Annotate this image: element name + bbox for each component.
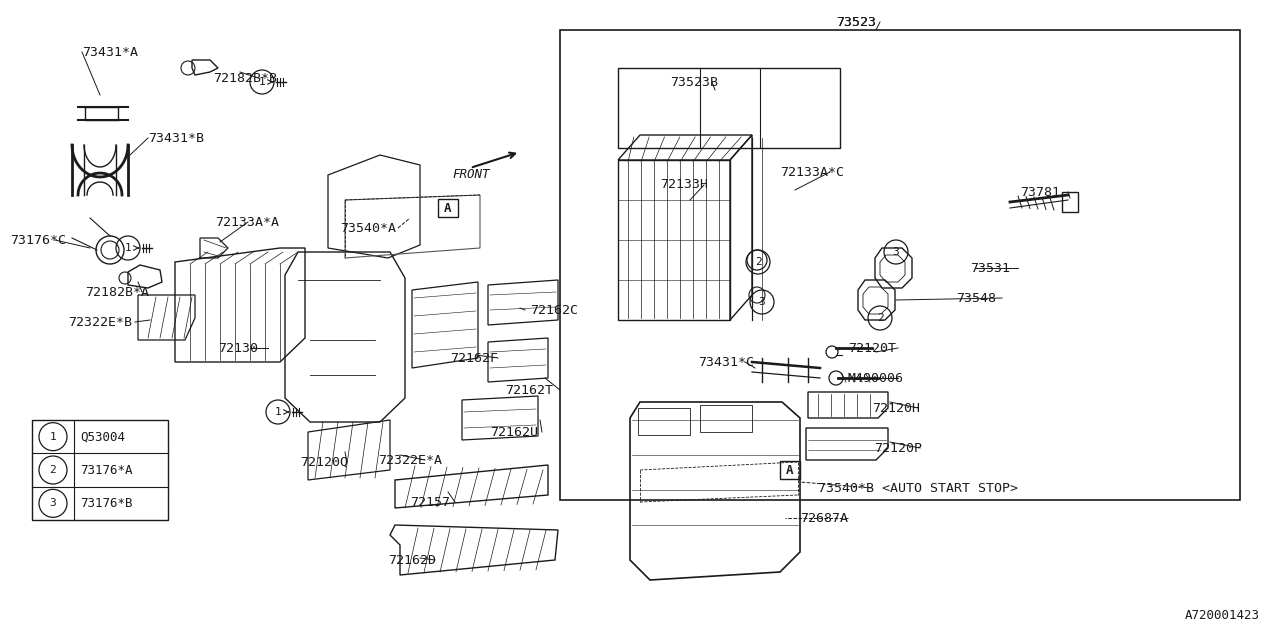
Text: Q53004: Q53004 <box>79 430 125 443</box>
Bar <box>618 68 840 148</box>
Text: 72322E*B: 72322E*B <box>68 316 132 328</box>
Text: 72162T: 72162T <box>506 383 553 397</box>
Text: 2: 2 <box>755 257 762 267</box>
Text: 72182B*A: 72182B*A <box>84 285 148 298</box>
Text: 72687A: 72687A <box>800 511 849 525</box>
Text: 73176*C: 73176*C <box>10 234 67 246</box>
Bar <box>84 107 118 120</box>
Text: 2: 2 <box>50 465 56 475</box>
Text: 1: 1 <box>124 243 132 253</box>
Text: 73523B: 73523B <box>669 76 718 88</box>
Text: 72322E*A: 72322E*A <box>378 454 442 467</box>
Text: 1: 1 <box>275 407 282 417</box>
Text: 72120H: 72120H <box>872 401 920 415</box>
Text: 73176*A: 73176*A <box>79 463 133 477</box>
Text: 73523: 73523 <box>836 15 876 29</box>
Text: A: A <box>786 463 794 477</box>
Text: 1: 1 <box>50 431 56 442</box>
Text: 72120Q: 72120Q <box>300 456 348 468</box>
Text: 73431*C: 73431*C <box>698 355 754 369</box>
Text: 73548: 73548 <box>956 291 996 305</box>
Text: A: A <box>444 202 452 214</box>
Text: A720001423: A720001423 <box>1185 609 1260 622</box>
Text: 73540*A: 73540*A <box>340 221 396 234</box>
Text: 3: 3 <box>892 247 900 257</box>
Text: 72162U: 72162U <box>490 426 538 438</box>
Text: 72120P: 72120P <box>874 442 922 454</box>
Text: 72133A*A: 72133A*A <box>215 216 279 228</box>
Text: 73176*B: 73176*B <box>79 497 133 510</box>
Bar <box>32 420 168 520</box>
Bar <box>1062 192 1078 212</box>
Text: 72162F: 72162F <box>451 351 498 365</box>
Text: 72133H: 72133H <box>660 179 708 191</box>
Text: 72133A*C: 72133A*C <box>780 166 844 179</box>
Text: 72157: 72157 <box>410 495 451 509</box>
Text: 72120T: 72120T <box>849 342 896 355</box>
Text: 73540*B <AUTO START STOP>: 73540*B <AUTO START STOP> <box>818 481 1018 495</box>
Bar <box>700 405 753 432</box>
Text: 73523: 73523 <box>836 15 876 29</box>
Bar <box>637 408 690 435</box>
Text: M490006: M490006 <box>849 371 904 385</box>
Text: 3: 3 <box>50 499 56 508</box>
Text: FRONT: FRONT <box>452 168 489 180</box>
Bar <box>781 461 800 479</box>
Bar <box>438 199 458 217</box>
Text: 73431*A: 73431*A <box>82 45 138 58</box>
Text: 72130: 72130 <box>218 342 259 355</box>
Text: 72162C: 72162C <box>530 303 579 317</box>
Text: 73531: 73531 <box>970 262 1010 275</box>
Text: 73431*B: 73431*B <box>148 131 204 145</box>
Bar <box>561 30 1240 500</box>
Text: 72182B*B: 72182B*B <box>212 72 276 84</box>
Text: 2: 2 <box>877 313 883 323</box>
Text: 3: 3 <box>759 297 765 307</box>
Text: 73781: 73781 <box>1020 186 1060 198</box>
Text: 72162D: 72162D <box>388 554 436 566</box>
Text: 1: 1 <box>259 77 265 87</box>
